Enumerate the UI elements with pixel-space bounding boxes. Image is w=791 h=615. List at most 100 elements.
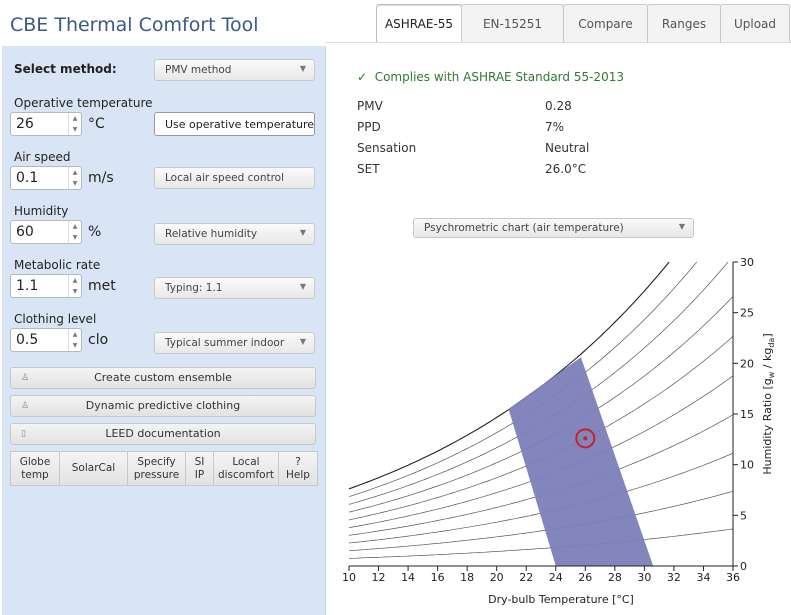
result-key-set: SET bbox=[357, 162, 380, 176]
operative-temperature-value: 26 bbox=[16, 116, 34, 132]
method-label: Select method: bbox=[14, 62, 117, 76]
solarcal-button[interactable]: SolarCal bbox=[59, 451, 128, 486]
local-air-speed-button[interactable]: Local air speed control bbox=[154, 167, 315, 189]
tab-ranges[interactable]: Ranges bbox=[647, 4, 721, 42]
clothing-level-unit: clo bbox=[88, 332, 109, 348]
comfort-zone bbox=[508, 357, 654, 566]
x-axis-label: Dry-bulb Temperature [°C] bbox=[488, 593, 634, 606]
clothing-select[interactable]: Typical summer indoor ▼ bbox=[154, 332, 315, 354]
specify-pressure-button[interactable]: Specify pressure bbox=[127, 451, 186, 486]
rh-curve-30 bbox=[348, 452, 734, 544]
y-tick-label-15: 15 bbox=[740, 408, 754, 421]
chart-type-value: Psychrometric chart (air temperature) bbox=[424, 222, 624, 234]
tab-bar: ASHRAE-55 EN-15251 Compare Ranges Upload bbox=[376, 4, 790, 42]
help-button[interactable]: ? Help bbox=[278, 451, 318, 486]
humidity-value: 60 bbox=[16, 224, 34, 240]
current-point-ring bbox=[575, 428, 596, 449]
tab-upload[interactable]: Upload bbox=[720, 4, 790, 42]
x-tick-label-20: 20 bbox=[490, 571, 504, 584]
humidity-input[interactable]: 60 ▲ ▼ bbox=[10, 220, 82, 244]
spinner-up-icon[interactable]: ▲ bbox=[72, 169, 78, 176]
y-tick-label-0: 0 bbox=[740, 560, 747, 573]
y-tick-label-30: 30 bbox=[740, 256, 754, 269]
tool-button-row: Globe temp SolarCal Specify pressure SI IP … bbox=[10, 451, 318, 486]
si-ip-toggle-button[interactable]: SI IP bbox=[185, 451, 214, 486]
local-discomfort-line1: Local bbox=[232, 455, 260, 468]
air-speed-input[interactable]: 0.1 ▲ ▼ bbox=[10, 166, 82, 190]
metabolic-rate-unit: met bbox=[88, 278, 116, 294]
tab-en-15251[interactable]: EN-15251 bbox=[461, 4, 564, 42]
y-tick-label-20: 20 bbox=[740, 357, 754, 370]
clothing-level-input[interactable]: 0.5 ▲ ▼ bbox=[10, 328, 82, 352]
spinner-down-icon[interactable]: ▼ bbox=[72, 180, 78, 187]
rh-curves bbox=[348, 261, 734, 559]
dynamic-predictive-clothing-label: Dynamic predictive clothing bbox=[85, 399, 241, 412]
spinner-up-icon[interactable]: ▲ bbox=[72, 331, 78, 338]
humidity-label: Humidity bbox=[14, 204, 69, 218]
metabolic-rate-label: Metabolic rate bbox=[14, 258, 101, 272]
si-line: SI bbox=[194, 455, 205, 468]
clothing-level-label: Clothing level bbox=[14, 312, 97, 326]
specify-pressure-line1: Specify bbox=[137, 455, 176, 468]
method-select-value: PMV method bbox=[165, 64, 232, 76]
spinner-down-icon[interactable]: ▼ bbox=[72, 342, 78, 349]
metabolic-rate-value: 1.1 bbox=[16, 278, 39, 294]
rh-curve-100 bbox=[348, 261, 670, 490]
spinner-arrows[interactable]: ▲ ▼ bbox=[68, 167, 81, 189]
create-custom-ensemble-button[interactable]: ♙ Create custom ensemble bbox=[10, 367, 316, 389]
spinner-up-icon[interactable]: ▲ bbox=[72, 115, 78, 122]
metabolic-rate-input[interactable]: 1.1 ▲ ▼ bbox=[10, 274, 82, 298]
x-tick-label-24: 24 bbox=[549, 571, 563, 584]
spinner-arrows[interactable]: ▲ ▼ bbox=[68, 113, 81, 135]
operative-temperature-input[interactable]: 26 ▲ ▼ bbox=[10, 112, 82, 136]
activity-value: Typing: 1.1 bbox=[165, 282, 223, 294]
spinner-down-icon[interactable]: ▼ bbox=[72, 288, 78, 295]
rh-curve-60 bbox=[348, 336, 734, 521]
result-value-sensation: Neutral bbox=[545, 141, 590, 155]
spinner-down-icon[interactable]: ▼ bbox=[72, 126, 78, 133]
globe-temp-button[interactable]: Globe temp bbox=[10, 451, 60, 486]
spinner-arrows[interactable]: ▲ ▼ bbox=[68, 329, 81, 351]
use-operative-temperature-button[interactable]: Use operative temperature bbox=[154, 112, 315, 136]
tab-divider bbox=[326, 42, 791, 46]
compliance-status: ✓ Complies with ASHRAE Standard 55-2013 bbox=[357, 70, 624, 84]
spinner-arrows[interactable]: ▲ ▼ bbox=[68, 221, 81, 243]
globe-temp-line2: temp bbox=[21, 468, 49, 481]
spinner-arrows[interactable]: ▲ ▼ bbox=[68, 275, 81, 297]
activity-select[interactable]: Typing: 1.1 ▼ bbox=[154, 277, 315, 299]
humidity-unit: % bbox=[88, 224, 102, 240]
x-tick-label-16: 16 bbox=[431, 571, 445, 584]
spinner-up-icon[interactable]: ▲ bbox=[72, 277, 78, 284]
specify-pressure-line2: pressure bbox=[133, 468, 180, 481]
y-label-sub1: w bbox=[767, 371, 776, 378]
y-label-end: ] bbox=[761, 333, 774, 337]
dynamic-predictive-clothing-button[interactable]: ♙ Dynamic predictive clothing bbox=[10, 395, 316, 417]
rh-curve-40 bbox=[348, 414, 734, 536]
local-discomfort-button[interactable]: Local discomfort bbox=[213, 451, 279, 486]
tab-compare[interactable]: Compare bbox=[563, 4, 648, 42]
current-point-dot bbox=[583, 436, 588, 441]
operative-temperature-unit: °C bbox=[88, 116, 105, 132]
x-tick-label-26: 26 bbox=[578, 571, 592, 584]
x-tick-label-32: 32 bbox=[667, 571, 681, 584]
result-value-pmv: 0.28 bbox=[545, 99, 572, 113]
spinner-down-icon[interactable]: ▼ bbox=[72, 234, 78, 241]
create-custom-ensemble-label: Create custom ensemble bbox=[94, 371, 232, 384]
chevron-down-icon: ▼ bbox=[299, 337, 306, 346]
current-condition-point bbox=[575, 428, 596, 449]
local-discomfort-line2: discomfort bbox=[217, 468, 275, 481]
x-ticks: 10 12 14 16 18 20 22 24 26 28 30 32 34 36 bbox=[342, 566, 740, 584]
rh-curve-10 bbox=[348, 528, 734, 559]
chevron-down-icon: ▼ bbox=[299, 64, 306, 73]
tab-ashrae-55[interactable]: ASHRAE-55 bbox=[376, 4, 462, 42]
globe-temp-line1: Globe bbox=[19, 455, 51, 468]
x-tick-label-18: 18 bbox=[460, 571, 474, 584]
humidity-type-select[interactable]: Relative humidity ▼ bbox=[154, 223, 315, 245]
leed-documentation-button[interactable]: ▯ LEED documentation bbox=[10, 423, 316, 445]
spinner-up-icon[interactable]: ▲ bbox=[72, 223, 78, 230]
chart-type-select[interactable]: Psychrometric chart (air temperature) ▼ bbox=[413, 218, 694, 238]
method-select[interactable]: PMV method ▼ bbox=[154, 59, 315, 81]
compliance-text: Complies with ASHRAE Standard 55-2013 bbox=[374, 70, 624, 84]
clothing-value: Typical summer indoor bbox=[165, 337, 285, 349]
x-tick-label-30: 30 bbox=[637, 571, 651, 584]
